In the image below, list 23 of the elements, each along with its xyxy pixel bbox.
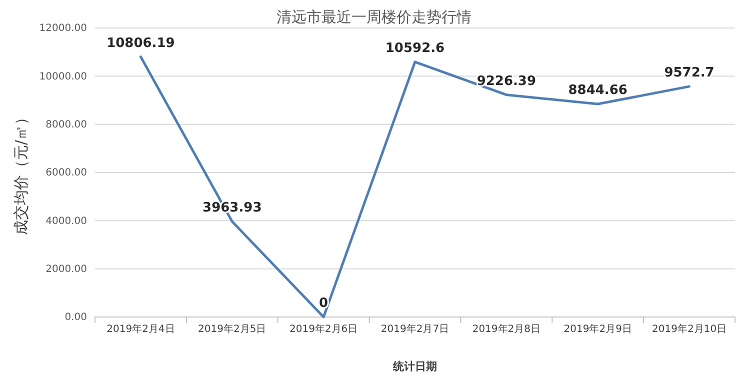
data-label: 9572.7 <box>664 65 714 80</box>
data-label: 9226.39 <box>476 74 536 89</box>
data-label: 10592.6 <box>385 40 445 56</box>
y-tick-label: 12000.00 <box>39 23 87 34</box>
y-tick-label: 10000.00 <box>39 71 87 82</box>
x-tick-label: 2019年2月5日 <box>198 323 266 336</box>
y-axis-title: 成交均价（元/㎡） <box>12 110 30 236</box>
y-tick-label: 4000.00 <box>46 216 87 227</box>
x-tick-label: 2019年2月10日 <box>652 323 727 336</box>
x-tick-label: 2019年2月6日 <box>289 323 358 336</box>
x-tick-label: 2019年2月4日 <box>106 323 175 336</box>
y-tick-label: 2000.00 <box>46 264 87 276</box>
data-label: 8844.66 <box>568 82 628 98</box>
x-tick-label: 2019年2月7日 <box>380 323 450 336</box>
x-tick-label: 2019年2月9日 <box>564 323 632 336</box>
x-axis-title: 统计日期 <box>392 360 437 373</box>
chart-title: 清远市最近一周楼价走势行情 <box>276 8 472 26</box>
data-label: 0 <box>319 296 328 311</box>
y-tick-label: 0.00 <box>64 312 87 324</box>
y-tick-label: 8000.00 <box>46 120 87 131</box>
y-tick-label: 6000.00 <box>46 168 87 179</box>
x-tick-label: 2019年2月8日 <box>472 323 541 336</box>
data-label: 10806.19 <box>106 36 175 51</box>
